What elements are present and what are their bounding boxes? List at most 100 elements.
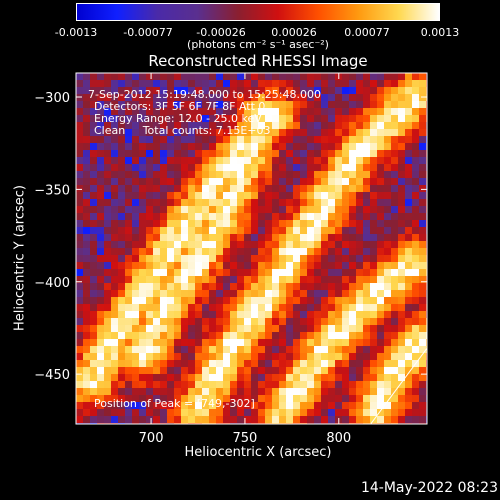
- heatmap-cell: [307, 332, 315, 340]
- heatmap-cell: [104, 115, 112, 123]
- heatmap-cell: [118, 297, 126, 305]
- heatmap-cell: [83, 276, 91, 284]
- heatmap-cell: [363, 255, 371, 263]
- heatmap-cell: [167, 367, 175, 375]
- heatmap-cell: [398, 346, 406, 354]
- heatmap-cell: [384, 311, 392, 319]
- heatmap-cell: [76, 346, 84, 354]
- heatmap-cell: [286, 227, 294, 235]
- heatmap-cell: [230, 171, 238, 179]
- heatmap-cell: [76, 283, 84, 291]
- heatmap-cell: [370, 311, 378, 319]
- heatmap-cell: [230, 395, 238, 403]
- heatmap-cell: [370, 318, 378, 326]
- heatmap-cell: [188, 290, 196, 298]
- heatmap-cell: [328, 353, 336, 361]
- heatmap-cell: [97, 150, 105, 158]
- heatmap-cell: [391, 164, 399, 172]
- heatmap-cell: [279, 325, 287, 333]
- heatmap-cell: [125, 395, 133, 403]
- heatmap-cell: [230, 290, 238, 298]
- heatmap-cell: [258, 304, 266, 312]
- heatmap-cell: [125, 164, 133, 172]
- heatmap-cell: [223, 87, 231, 95]
- heatmap-cell: [167, 199, 175, 207]
- heatmap-cell: [139, 157, 147, 165]
- heatmap-cell: [76, 374, 84, 382]
- heatmap-cell: [391, 353, 399, 361]
- heatmap-cell: [125, 318, 133, 326]
- heatmap-cell: [314, 171, 322, 179]
- heatmap-cell: [188, 262, 196, 270]
- heatmap-cell: [83, 136, 91, 144]
- heatmap-cell: [251, 115, 259, 123]
- heatmap-cell: [391, 178, 399, 186]
- heatmap-cell: [76, 171, 84, 179]
- heatmap-cell: [377, 241, 385, 249]
- heatmap-cell: [118, 199, 126, 207]
- heatmap-cell: [111, 178, 119, 186]
- heatmap-cell: [307, 178, 315, 186]
- heatmap-cell: [377, 199, 385, 207]
- heatmap-cell: [300, 213, 308, 221]
- heatmap-cell: [118, 122, 126, 130]
- heatmap-cell: [286, 276, 294, 284]
- heatmap-cell: [139, 129, 147, 137]
- heatmap-cell: [160, 199, 168, 207]
- heatmap-cell: [412, 115, 420, 123]
- heatmap-cell: [370, 94, 378, 102]
- heatmap-cell: [132, 185, 140, 193]
- heatmap-cell: [335, 241, 343, 249]
- heatmap-cell: [146, 332, 154, 340]
- heatmap-cell: [265, 164, 273, 172]
- heatmap-cell: [202, 339, 210, 347]
- heatmap-cell: [104, 332, 112, 340]
- heatmap-cell: [97, 101, 105, 109]
- heatmap-cell: [363, 199, 371, 207]
- heatmap-cell: [412, 297, 420, 305]
- heatmap-cell: [125, 115, 133, 123]
- heatmap-cell: [398, 360, 406, 368]
- heatmap-cell: [335, 136, 343, 144]
- heatmap-cell: [321, 94, 329, 102]
- heatmap-cell: [300, 164, 308, 172]
- heatmap-cell: [202, 290, 210, 298]
- plot-frame: [75, 72, 428, 425]
- heatmap-cell: [279, 241, 287, 249]
- heatmap-cell: [272, 416, 280, 424]
- heatmap-cell: [356, 269, 364, 277]
- heatmap-cell: [146, 297, 154, 305]
- heatmap-cell: [356, 255, 364, 263]
- heatmap-cell: [314, 409, 322, 417]
- heatmap-cell: [412, 185, 420, 193]
- heatmap-cell: [384, 164, 392, 172]
- heatmap-cell: [111, 262, 119, 270]
- heatmap-cell: [307, 339, 315, 347]
- heatmap-cell: [342, 220, 350, 228]
- heatmap-cell: [328, 304, 336, 312]
- heatmap-cell: [391, 192, 399, 200]
- heatmap-cell: [370, 374, 378, 382]
- heatmap-cell: [90, 409, 98, 417]
- heatmap-cell: [111, 353, 119, 361]
- heatmap-cell: [223, 248, 231, 256]
- heatmap-cell: [335, 143, 343, 151]
- heatmap-cell: [111, 171, 119, 179]
- heatmap-cell: [328, 409, 336, 417]
- heatmap-cell: [244, 227, 252, 235]
- heatmap-cell: [307, 276, 315, 284]
- heatmap-cell: [328, 94, 336, 102]
- heatmap-cell: [300, 80, 308, 88]
- heatmap-cell: [405, 129, 413, 137]
- heatmap-cell: [195, 101, 203, 109]
- heatmap-cell: [342, 129, 350, 137]
- heatmap-cell: [412, 206, 420, 214]
- heatmap-cell: [132, 122, 140, 130]
- heatmap-cell: [286, 157, 294, 165]
- heatmap-cell: [321, 290, 329, 298]
- heatmap-cell: [293, 150, 301, 158]
- heatmap-cell: [223, 80, 231, 88]
- heatmap-cell: [195, 325, 203, 333]
- heatmap-cell: [230, 346, 238, 354]
- heatmap-cell: [104, 150, 112, 158]
